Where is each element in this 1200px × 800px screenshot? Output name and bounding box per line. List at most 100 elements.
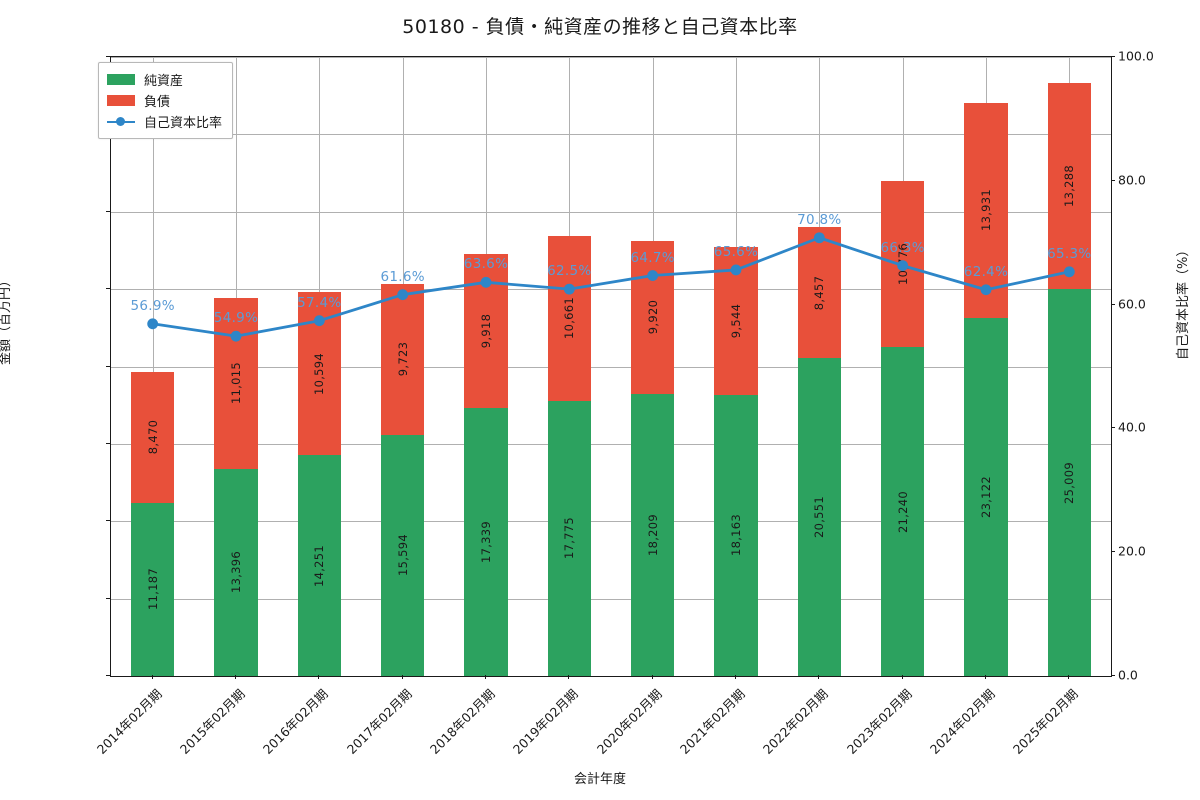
y-axis-left-tick-mark bbox=[106, 365, 110, 367]
y-axis-right-tick-mark bbox=[1111, 179, 1115, 181]
bar-segment-equity[interactable]: 14,251 bbox=[297, 455, 341, 676]
bar-segment-liabilities[interactable]: 13,931 bbox=[964, 102, 1008, 319]
y-axis-left-label: 金額（百万円） bbox=[0, 273, 13, 365]
x-axis-tick-mark bbox=[401, 675, 403, 679]
ratio-value-label: 54.9% bbox=[213, 310, 259, 327]
x-axis-tick-label: 2019年02月期 bbox=[510, 686, 582, 757]
x-axis-tick-mark bbox=[1068, 675, 1070, 679]
y-axis-right-tick-mark bbox=[1111, 675, 1115, 677]
bar-stack[interactable]: 25,009 13,288 bbox=[1047, 57, 1091, 676]
y-axis-right-tick-label: 40.0 bbox=[1118, 419, 1146, 435]
x-axis-tick-label: 2023年02月期 bbox=[843, 686, 915, 757]
ratio-marker[interactable] bbox=[147, 318, 159, 330]
bar-segment-equity[interactable]: 17,775 bbox=[547, 400, 591, 676]
ratio-value-label: 70.8% bbox=[797, 211, 842, 228]
bar-segment-liabilities[interactable]: 13,288 bbox=[1047, 83, 1091, 289]
gridline-horizontal bbox=[111, 443, 1111, 445]
y-axis-right-tick-mark bbox=[1111, 303, 1115, 305]
legend-item-label: 負債 bbox=[144, 95, 171, 110]
y-axis-right-tick-label: 80.0 bbox=[1118, 172, 1146, 188]
ratio-marker[interactable] bbox=[980, 284, 992, 296]
ratio-marker[interactable] bbox=[1063, 266, 1075, 278]
y-axis-right-tick-label: 100.0 bbox=[1118, 48, 1154, 64]
ratio-value-label: 56.9% bbox=[130, 297, 175, 314]
gridline-horizontal bbox=[111, 366, 1111, 368]
ratio-value-label: 62.5% bbox=[547, 263, 592, 280]
bar-segment-equity[interactable]: 13,396 bbox=[214, 468, 258, 676]
y-axis-left-tick-mark bbox=[106, 597, 110, 599]
bar-segment-equity[interactable]: 18,209 bbox=[631, 394, 675, 676]
x-axis-tick-label: 2015年02月期 bbox=[176, 686, 248, 757]
bar-segment-equity[interactable]: 25,009 bbox=[1047, 289, 1091, 676]
chart-legend: 純資産負債自己資本比率 bbox=[98, 62, 234, 139]
y-axis-right-tick-label: 0.0 bbox=[1118, 667, 1138, 683]
legend-item[interactable]: 負債 bbox=[107, 90, 222, 111]
ratio-marker[interactable] bbox=[230, 330, 242, 342]
ratio-marker[interactable] bbox=[563, 283, 575, 295]
y-axis-right-tick-label: 20.0 bbox=[1118, 543, 1146, 559]
bar-segment-equity[interactable]: 18,163 bbox=[714, 394, 758, 676]
bar-segment-liabilities[interactable]: 8,470 bbox=[131, 371, 175, 503]
bar-segment-equity[interactable]: 23,122 bbox=[964, 318, 1008, 676]
gridline-horizontal bbox=[111, 134, 1111, 136]
bar-stack[interactable]: 23,122 13,931 bbox=[964, 57, 1008, 676]
bar-stack[interactable]: 20,551 8,457 bbox=[797, 57, 841, 676]
y-axis-right-tick-mark bbox=[1111, 427, 1115, 429]
ratio-value-label: 66.3% bbox=[880, 239, 925, 256]
legend-item[interactable]: 純資産 bbox=[107, 69, 222, 90]
bar-segment-liabilities[interactable]: 10,661 bbox=[547, 235, 591, 401]
gridline-horizontal bbox=[111, 57, 1111, 58]
bar-stack[interactable]: 13,396 11,015 bbox=[214, 57, 258, 676]
bar-stack[interactable]: 21,24010,776 bbox=[881, 57, 925, 676]
y-axis-left-tick-mark bbox=[106, 56, 110, 58]
legend-item[interactable]: 自己資本比率 bbox=[107, 111, 222, 132]
bar-stack[interactable]: 18,209 9,920 bbox=[631, 57, 675, 676]
ratio-value-label: 65.3% bbox=[1047, 245, 1092, 262]
gridline-horizontal bbox=[111, 521, 1111, 523]
ratio-marker[interactable] bbox=[480, 276, 492, 288]
bar-stack[interactable]: 18,163 9,544 bbox=[714, 57, 758, 676]
x-axis-tick-mark bbox=[651, 675, 653, 679]
bar-segment-equity[interactable]: 15,594 bbox=[381, 434, 425, 676]
bar-segment-equity[interactable]: 11,187 bbox=[131, 502, 175, 676]
ratio-value-label: 57.4% bbox=[297, 294, 342, 311]
bar-segment-liabilities[interactable]: 11,015 bbox=[214, 298, 258, 469]
x-axis-tick-label: 2016年02月期 bbox=[260, 686, 332, 757]
x-axis-tick-label: 2014年02月期 bbox=[93, 686, 165, 757]
gridline-horizontal bbox=[111, 211, 1111, 213]
bar-segment-liabilities[interactable]: 9,723 bbox=[381, 284, 425, 435]
ratio-value-label: 62.4% bbox=[963, 263, 1009, 280]
ratio-labels-layer: 56.9% 54.9% 57.4% 61.6% 63.6% 62.5% 64.7% 65.6%… bbox=[111, 57, 1111, 676]
ratio-marker[interactable] bbox=[397, 289, 409, 301]
gridline-horizontal bbox=[111, 289, 1111, 291]
x-axis-tick-mark bbox=[901, 675, 903, 679]
ratio-marker[interactable] bbox=[730, 264, 742, 276]
y-axis-left-tick-mark bbox=[106, 675, 110, 677]
bar-segment-equity[interactable]: 20,551 bbox=[797, 357, 841, 676]
ratio-marker[interactable] bbox=[897, 260, 909, 272]
x-axis-tick-mark bbox=[568, 675, 570, 679]
y-axis-left-tick-mark bbox=[106, 288, 110, 290]
plot-area: 11,187 8,470 13,396 11,015 14,251 10,594 15,59… bbox=[110, 56, 1112, 677]
bar-segment-equity[interactable]: 21,240 bbox=[881, 347, 925, 676]
ratio-marker[interactable] bbox=[813, 232, 825, 244]
gridline-horizontal bbox=[111, 598, 1111, 600]
bar-segment-equity[interactable]: 17,339 bbox=[464, 407, 508, 676]
y-axis-left-tick-mark bbox=[106, 442, 110, 444]
bar-stack[interactable]: 17,775 10,661 bbox=[547, 57, 591, 676]
x-axis-tick-label: 2017年02月期 bbox=[343, 686, 415, 757]
legend-line-icon bbox=[107, 115, 135, 129]
ratio-marker[interactable] bbox=[647, 270, 659, 281]
x-axis-tick-mark bbox=[985, 675, 987, 679]
gridline-vertical bbox=[152, 57, 154, 676]
legend-item-label: 自己資本比率 bbox=[144, 116, 223, 131]
bar-stack[interactable]: 11,187 8,470 bbox=[131, 57, 175, 676]
x-axis-tick-label: 2022年02月期 bbox=[760, 686, 832, 757]
y-axis-right-label: 自己資本比率（%） bbox=[1176, 243, 1191, 360]
ratio-marker[interactable] bbox=[313, 315, 325, 327]
bar-segment-liabilities[interactable]: 9,920 bbox=[631, 240, 675, 395]
bar-segment-liabilities[interactable]: 8,457 bbox=[797, 227, 841, 358]
y-axis-left-tick-mark bbox=[106, 520, 110, 522]
bar-stack[interactable]: 15,594 9,723 bbox=[381, 57, 425, 676]
